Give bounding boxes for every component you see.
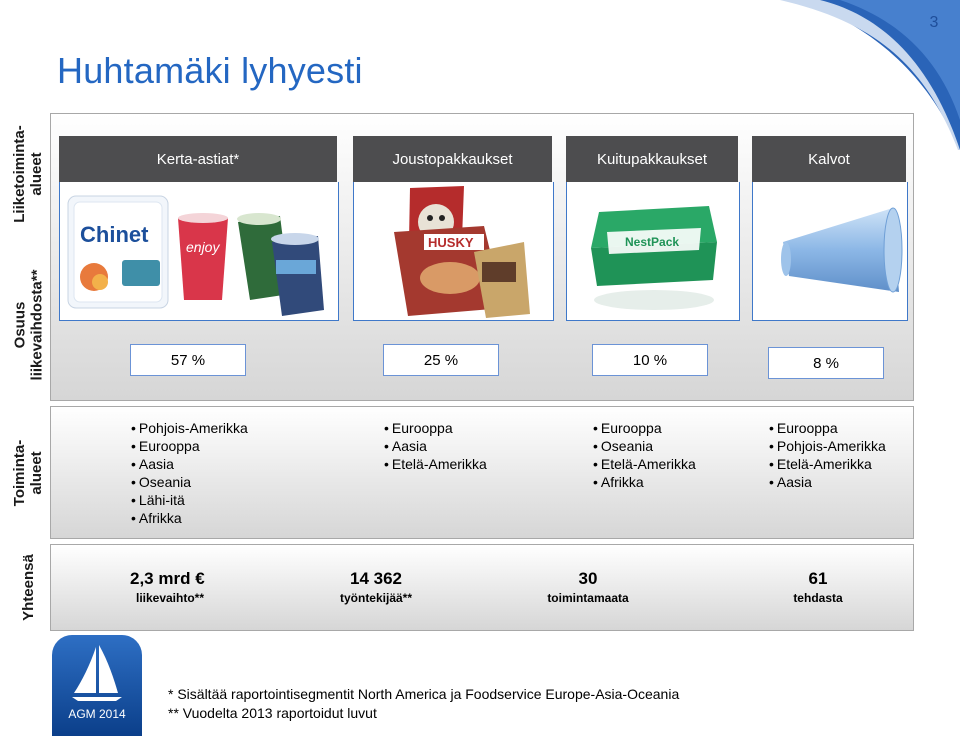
product-image-flexible: HUSKY <box>353 182 554 321</box>
pouch-text: HUSKY <box>428 235 474 250</box>
footnote-reporting-year: ** Vuodelta 2013 raportoidut luvut <box>168 705 377 721</box>
stat-revenue-label: liikevaihto** <box>135 591 205 605</box>
list-item: Pohjois-Amerikka <box>769 437 886 455</box>
revenue-share-flexible: 25 % <box>383 344 499 376</box>
stat-factories-value: 61 <box>808 569 828 588</box>
regions-list-films: Eurooppa Pohjois-Amerikka Etelä-Amerikka… <box>769 419 886 491</box>
product-image-films <box>752 182 908 321</box>
cup-text: enjoy <box>186 239 220 255</box>
stat-employees-label: työntekijää** <box>339 591 413 605</box>
row-label-total: Yhteensä <box>19 553 37 621</box>
segment-header-disposables: Kerta-astiat* <box>59 136 337 182</box>
product-image-disposables: Chinet enjoy <box>59 182 339 321</box>
page-title: Huhtamäki lyhyesti <box>57 50 363 91</box>
revenue-share-films: 8 % <box>768 347 884 379</box>
segment-header-films: Kalvot <box>752 136 906 182</box>
list-item: Eurooppa <box>769 419 886 437</box>
huhtamaki-logo <box>52 635 142 736</box>
stat-countries-label: toimintamaata <box>547 591 629 605</box>
list-item: Eurooppa <box>131 437 248 455</box>
regions-list-disposables: Pohjois-Amerikka Eurooppa Aasia Oseania … <box>131 419 248 527</box>
regions-list-fiber: Eurooppa Oseania Etelä-Amerikka Afrikka <box>593 419 696 491</box>
list-item: Aasia <box>769 473 886 491</box>
list-item: Oseania <box>131 473 248 491</box>
product-image-fiber: NestPack <box>566 182 740 321</box>
list-item: Aasia <box>384 437 487 455</box>
list-item: Oseania <box>593 437 696 455</box>
list-item: Pohjois-Amerikka <box>131 419 248 437</box>
list-item: Aasia <box>131 455 248 473</box>
stat-revenue-value: 2,3 mrd € <box>130 569 205 588</box>
list-item: Etelä-Amerikka <box>593 455 696 473</box>
segment-header-fiber: Kuitupakkaukset <box>566 136 738 182</box>
stat-countries-value: 30 <box>578 569 598 588</box>
page-number: 3 <box>929 14 939 31</box>
footnote-segments: * Sisältää raportointisegmentit North Am… <box>168 686 680 702</box>
row-label-business-areas: Liiketoiminta- alueet <box>11 125 46 223</box>
corner-swoosh-decoration <box>780 0 960 150</box>
sailboat-icon <box>72 645 122 701</box>
stat-employees-value: 14 362 <box>350 569 402 588</box>
row-label-operating-areas: Toiminta- alueet <box>11 439 46 507</box>
stat-factories-label: tehdasta <box>793 591 843 605</box>
list-item: Eurooppa <box>384 419 487 437</box>
revenue-share-disposables: 57 % <box>130 344 246 376</box>
list-item: Etelä-Amerikka <box>769 455 886 473</box>
chinet-brand-text: Chinet <box>80 222 149 247</box>
nestpack-text: NestPack <box>625 235 679 249</box>
segment-header-flexible: Joustopakkaukset <box>353 136 552 182</box>
totals-panel <box>50 544 914 631</box>
regions-list-flexible: Eurooppa Aasia Etelä-Amerikka <box>384 419 487 473</box>
list-item: Eurooppa <box>593 419 696 437</box>
list-item: Etelä-Amerikka <box>384 455 487 473</box>
list-item: Afrikka <box>131 509 248 527</box>
revenue-share-fiber: 10 % <box>592 344 708 376</box>
list-item: Afrikka <box>593 473 696 491</box>
logo-caption: AGM 2014 <box>68 707 126 721</box>
list-item: Lähi-itä <box>131 491 248 509</box>
row-label-revenue-share: Osuus liikevaihdosta** <box>11 269 46 381</box>
